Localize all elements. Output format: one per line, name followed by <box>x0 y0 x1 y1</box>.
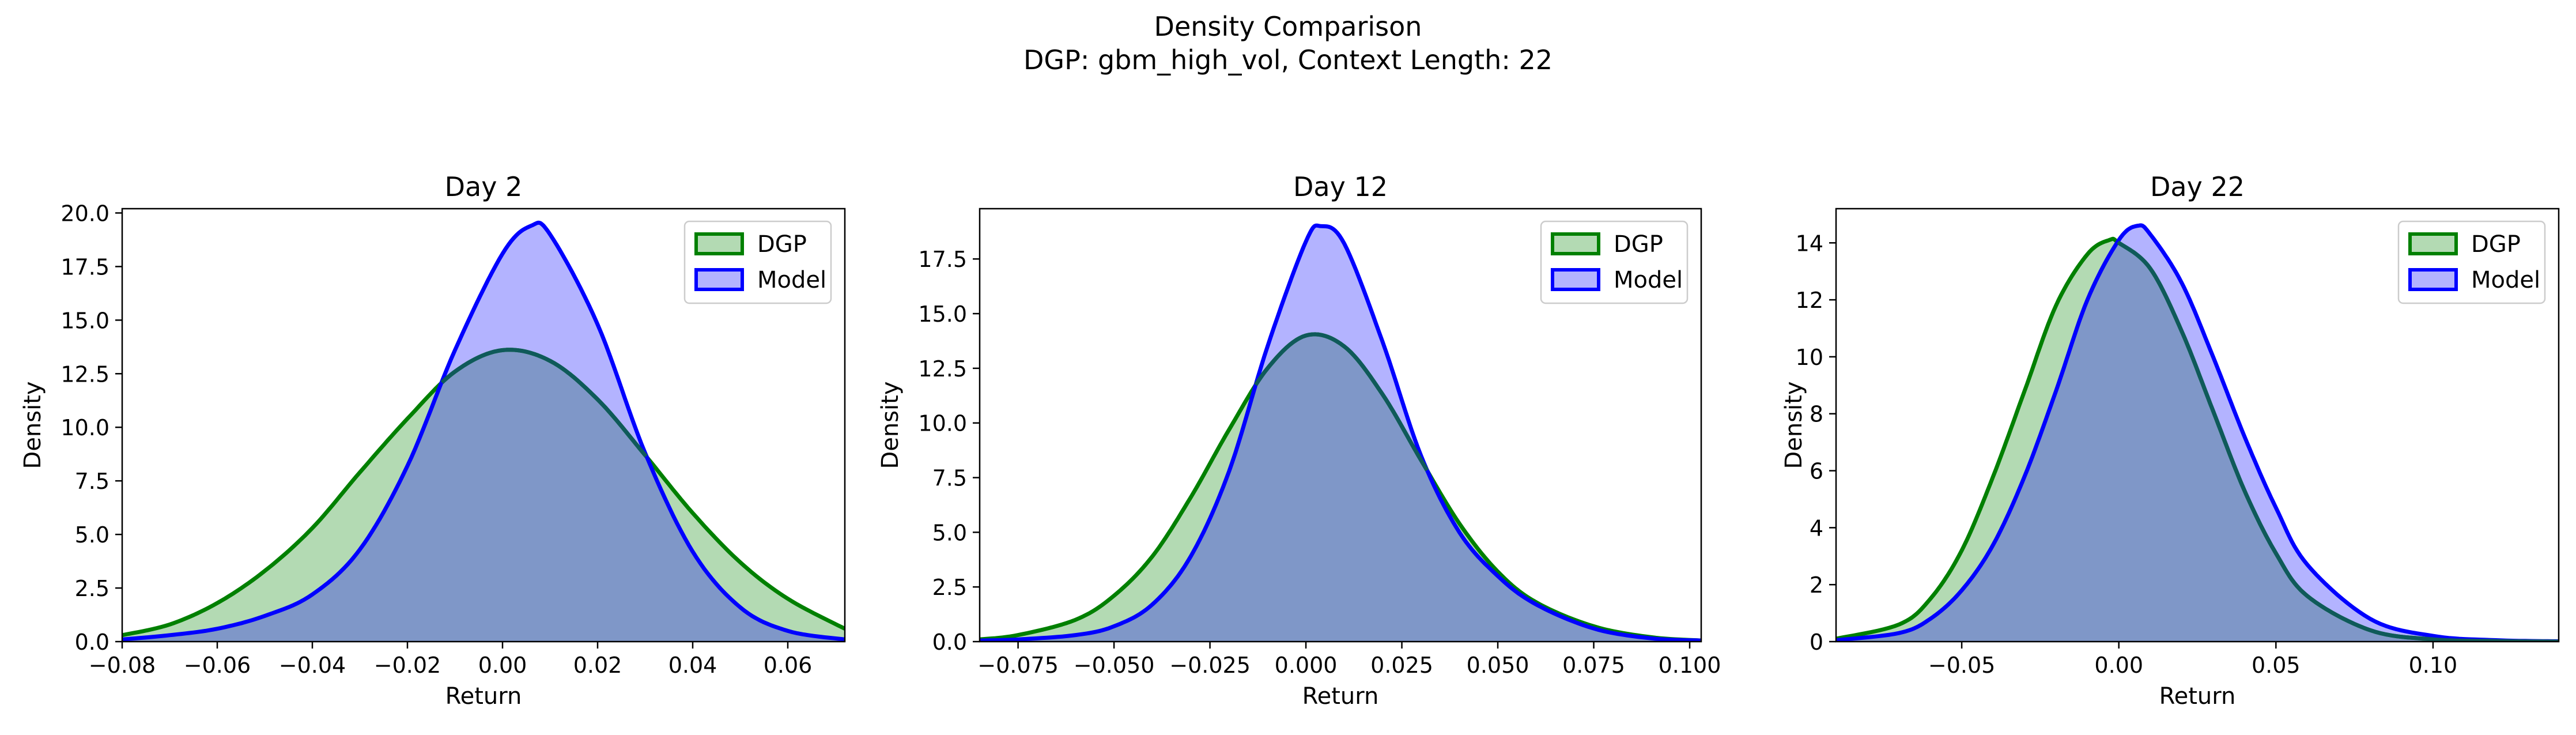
overlap-density-fill <box>1836 242 2559 642</box>
plot-area <box>122 220 845 642</box>
x-tick-label: −0.05 <box>1928 653 1995 678</box>
dgp-overlap-line <box>1253 332 1429 472</box>
x-tick-label: −0.06 <box>184 653 251 678</box>
y-tick-label: 12.5 <box>61 361 109 387</box>
x-tick-label: 0.00 <box>478 653 527 678</box>
model-density-line <box>980 223 1701 642</box>
legend: DGP Model <box>683 220 832 304</box>
model-density-line <box>122 220 845 642</box>
subplot-day-12: −0.075 −0.050 −0.025 0.000 0.025 0.050 0.075 0.… <box>877 171 1721 710</box>
overlap-density-fill <box>980 334 1701 642</box>
dgp-legend-swatch <box>1551 232 1600 255</box>
y-tick-label: 20.0 <box>61 201 109 226</box>
y-tick-label: 6 <box>1810 459 1823 484</box>
x-tick-label: 0.05 <box>2252 653 2301 678</box>
y-tick-label: 12.5 <box>918 356 967 382</box>
subplot-title: Day 22 <box>2150 171 2245 202</box>
dgp-legend-label: DGP <box>2471 231 2521 258</box>
y-tick-label: 15.0 <box>61 308 109 333</box>
model-legend-swatch <box>1551 268 1600 291</box>
y-tick-label: 2.5 <box>932 575 967 600</box>
dgp-overlap-line <box>440 348 648 458</box>
model-legend-swatch <box>2408 268 2458 291</box>
subplot-day-22: −0.05 0.00 0.05 0.10 0 2 4 6 8 10 12 14 Day 22 Return… <box>1781 171 2560 710</box>
subplot-title: Day 12 <box>1293 171 1388 202</box>
x-axis-label: Return <box>445 683 522 710</box>
x-axis-label: Return <box>1302 683 1379 710</box>
model-density-line <box>1836 223 2559 642</box>
y-tick-label: 8 <box>1810 402 1823 427</box>
subplot-day-2: −0.08 −0.06 −0.04 −0.02 0.00 0.02 0.04 0.06 0.0 2… <box>20 171 846 710</box>
axes-frame <box>979 208 1702 643</box>
x-tick-label: 0.000 <box>1275 653 1338 678</box>
y-axis-label: Density <box>20 381 46 469</box>
x-tick-label: 0.050 <box>1467 653 1529 678</box>
model-legend-label: Model <box>2471 267 2540 293</box>
y-tick-label: 0.0 <box>75 630 109 655</box>
x-tick-label: −0.02 <box>374 653 441 678</box>
y-tick-label: 2 <box>1810 572 1823 598</box>
y-tick-label: 10.0 <box>61 415 109 440</box>
y-tick-label: 5.0 <box>932 520 967 545</box>
y-tick-label: 14 <box>1796 231 1823 256</box>
y-axis-label: Density <box>877 381 904 469</box>
y-tick-label: 0 <box>1810 630 1823 655</box>
figure-title: Density Comparison <box>1154 11 1422 42</box>
y-tick-label: 17.5 <box>918 247 967 272</box>
x-tick-label: 0.00 <box>2094 653 2143 678</box>
x-tick-label: −0.075 <box>977 653 1059 678</box>
y-tick-label: 10 <box>1796 345 1823 370</box>
y-tick-label: 4 <box>1810 515 1823 541</box>
x-tick-label: 0.10 <box>2409 653 2458 678</box>
y-tick-label: 15.0 <box>918 301 967 327</box>
y-tick-label: 17.5 <box>61 254 109 280</box>
plot-area <box>980 223 1701 642</box>
x-tick-label: −0.050 <box>1074 653 1155 678</box>
legend: DGP Model <box>1540 220 1689 304</box>
overlap-density-fill <box>122 349 845 642</box>
x-tick-label: 0.100 <box>1659 653 1721 678</box>
dgp-legend-label: DGP <box>757 231 807 258</box>
x-tick-label: 0.025 <box>1370 653 1433 678</box>
x-tick-label: 0.075 <box>1562 653 1625 678</box>
x-tick-label: 0.06 <box>764 653 813 678</box>
x-tick-label: 0.02 <box>573 653 622 678</box>
y-tick-label: 2.5 <box>75 576 109 601</box>
dgp-legend-label: DGP <box>1614 231 1663 258</box>
x-axis-label: Return <box>2159 683 2236 710</box>
figure-subtitle: DGP: gbm_high_vol, Context Length: 22 <box>1023 44 1553 76</box>
y-tick-label: 10.0 <box>918 411 967 436</box>
y-tick-label: 7.5 <box>75 469 109 494</box>
y-tick-label: 5.0 <box>75 522 109 548</box>
model-legend-label: Model <box>1614 267 1683 293</box>
y-tick-label: 7.5 <box>932 466 967 491</box>
model-legend-label: Model <box>757 267 826 293</box>
axes-frame <box>1835 208 2560 643</box>
y-tick-label: 12 <box>1796 288 1823 313</box>
model-legend-swatch <box>694 268 744 291</box>
x-tick-label: −0.025 <box>1169 653 1251 678</box>
dgp-legend-swatch <box>694 232 744 255</box>
legend: DGP Model <box>2397 220 2546 304</box>
axes-frame <box>121 208 846 643</box>
x-tick-label: −0.08 <box>89 653 156 678</box>
x-tick-label: 0.04 <box>668 653 717 678</box>
x-tick-label: −0.04 <box>279 653 346 678</box>
y-tick-label: 0.0 <box>932 630 967 655</box>
dgp-legend-swatch <box>2408 232 2458 255</box>
y-axis-label: Density <box>1781 381 1807 469</box>
subplot-title: Day 2 <box>445 171 523 202</box>
